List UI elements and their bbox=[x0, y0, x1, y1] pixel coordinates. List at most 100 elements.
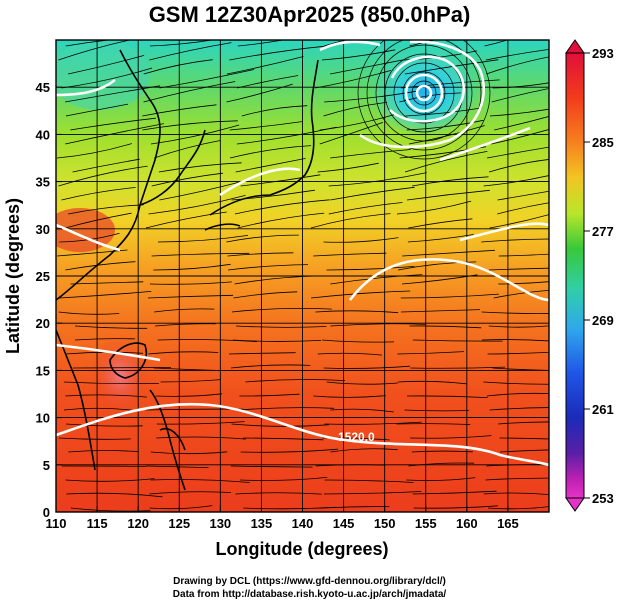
streamline bbox=[488, 325, 549, 328]
streamline bbox=[145, 211, 227, 229]
streamline bbox=[498, 281, 549, 285]
y-tick-label: 40 bbox=[36, 127, 50, 142]
streamline bbox=[70, 117, 156, 131]
x-axis-label: Longitude (degrees) bbox=[215, 539, 388, 559]
streamline bbox=[234, 199, 330, 215]
streamline bbox=[68, 450, 139, 453]
streamline bbox=[405, 107, 483, 117]
cyclone-streamline bbox=[357, 40, 491, 160]
streamline bbox=[236, 325, 327, 328]
streamline bbox=[70, 507, 151, 512]
y-tick-label: 35 bbox=[36, 175, 50, 190]
cool-region bbox=[56, 40, 150, 110]
streamline bbox=[330, 274, 423, 285]
streamline bbox=[401, 309, 481, 313]
streamline bbox=[237, 40, 286, 47]
streamline bbox=[66, 423, 143, 427]
streamline bbox=[317, 162, 379, 173]
streamline bbox=[412, 490, 497, 495]
streamline bbox=[228, 264, 309, 271]
streamline bbox=[328, 202, 403, 215]
y-tick-label: 30 bbox=[36, 222, 50, 237]
streamline bbox=[326, 266, 415, 271]
streamline bbox=[143, 59, 213, 75]
streamline bbox=[402, 249, 495, 257]
streamline bbox=[156, 436, 246, 440]
cyclone-streamline bbox=[393, 62, 455, 124]
credits: Drawing by DCL (https://www.gfd-dennou.o… bbox=[0, 575, 619, 601]
streamline bbox=[245, 379, 345, 383]
streamline bbox=[150, 124, 240, 145]
streamline bbox=[396, 200, 472, 215]
streamline bbox=[58, 311, 120, 315]
streamline bbox=[65, 261, 136, 271]
streamline bbox=[63, 381, 159, 385]
streamline bbox=[150, 479, 250, 483]
streamline bbox=[72, 367, 172, 369]
streamline bbox=[240, 477, 328, 481]
streamline bbox=[61, 67, 153, 89]
cyclone-streamline bbox=[366, 40, 482, 151]
x-tick-label: 110 bbox=[46, 516, 67, 531]
streamline bbox=[489, 214, 549, 229]
streamline bbox=[484, 40, 509, 47]
streamline bbox=[317, 352, 383, 356]
streamline bbox=[487, 351, 549, 355]
streamline bbox=[70, 281, 144, 285]
streamline bbox=[66, 492, 163, 498]
streamline bbox=[148, 195, 246, 215]
streamline bbox=[320, 506, 390, 509]
streamline bbox=[481, 238, 549, 243]
x-tick-label: 130 bbox=[209, 516, 231, 531]
streamline bbox=[56, 143, 132, 159]
x-tick-label: 145 bbox=[333, 516, 355, 531]
streamline bbox=[404, 151, 488, 173]
streamline bbox=[412, 339, 503, 342]
streamline bbox=[239, 407, 335, 411]
streamline bbox=[68, 204, 144, 215]
streamline bbox=[315, 70, 392, 89]
colorbar-tick-label: 277 bbox=[592, 224, 614, 239]
streamline bbox=[65, 478, 155, 482]
streamline bbox=[483, 381, 549, 385]
streamline bbox=[493, 289, 549, 299]
plot-area: 1520.0 bbox=[56, 40, 549, 512]
streamline bbox=[233, 291, 298, 299]
streamline bbox=[330, 408, 394, 413]
x-tick-label: 120 bbox=[127, 516, 149, 531]
streamline bbox=[497, 190, 549, 201]
streamline bbox=[407, 189, 490, 201]
streamline bbox=[324, 90, 420, 103]
streamline bbox=[313, 252, 387, 257]
streamline bbox=[328, 172, 427, 187]
streamline bbox=[323, 491, 422, 495]
streamline bbox=[235, 492, 322, 495]
streamline bbox=[315, 310, 399, 314]
streamline bbox=[406, 477, 476, 481]
streamline bbox=[485, 48, 549, 61]
streamline bbox=[143, 81, 236, 103]
streamline bbox=[151, 172, 223, 187]
y-tick-label: 15 bbox=[36, 363, 50, 378]
streamline bbox=[240, 174, 321, 187]
streamline bbox=[489, 407, 549, 411]
warm-region bbox=[56, 208, 115, 252]
streamline bbox=[231, 307, 332, 313]
streamline bbox=[59, 291, 152, 299]
streamline bbox=[487, 506, 549, 510]
y-tick-label: 10 bbox=[36, 411, 50, 426]
streamline bbox=[483, 492, 549, 496]
contour-label: 1520.0 bbox=[338, 430, 375, 444]
streamline bbox=[407, 395, 488, 398]
streamline bbox=[410, 435, 492, 439]
streamline bbox=[65, 394, 147, 398]
cyclone-streamline bbox=[375, 44, 473, 142]
colorbar-tick-label: 285 bbox=[592, 135, 614, 150]
streamline bbox=[65, 212, 132, 229]
x-tick-label: 160 bbox=[456, 516, 478, 531]
streamline bbox=[483, 175, 549, 187]
chart-title: GSM 12Z30Apr2025 (850.0hPa) bbox=[148, 2, 471, 27]
x-axis: 110 115 120 125 130 135 140 145 150 155 160 165 bbox=[46, 506, 519, 531]
streamline bbox=[68, 55, 145, 75]
